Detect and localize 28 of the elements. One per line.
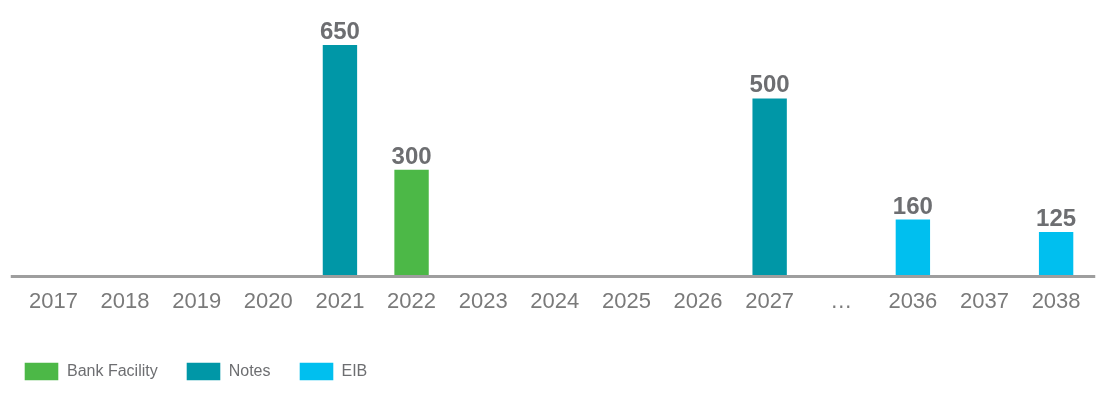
x-tick-label: 2027 <box>745 287 795 313</box>
data-label: 125 <box>1036 204 1077 232</box>
bar <box>895 219 931 277</box>
x-tick-label: 2025 <box>601 287 651 313</box>
x-tick-label: 2037 <box>960 287 1009 313</box>
x-tick-label: 2038 <box>1031 287 1081 313</box>
data-label: 500 <box>749 70 790 98</box>
x-tick-label: 2024 <box>530 287 580 313</box>
bar <box>752 98 787 277</box>
x-tick-label: 2020 <box>243 287 293 313</box>
x-tick-label: 2036 <box>888 287 938 313</box>
legend-label: Bank Facility <box>67 362 158 380</box>
x-tick-label: 2019 <box>172 287 222 313</box>
bar <box>394 169 429 277</box>
data-label: 160 <box>892 191 933 219</box>
x-tick-label: 2022 <box>387 287 437 313</box>
bar <box>322 44 358 277</box>
x-tick-label: 2018 <box>100 287 150 313</box>
x-tick-label: 2017 <box>29 287 78 313</box>
x-tick-label: 2023 <box>458 287 508 313</box>
x-tick-label: … <box>830 287 853 313</box>
bar <box>1038 232 1074 277</box>
legend-label: Notes <box>228 362 271 380</box>
legend-label: EIB <box>341 362 368 380</box>
x-tick-label: 2026 <box>673 287 723 313</box>
data-label: 650 <box>319 16 360 44</box>
x-tick-label: 2021 <box>315 287 365 313</box>
data-label: 300 <box>391 141 432 169</box>
